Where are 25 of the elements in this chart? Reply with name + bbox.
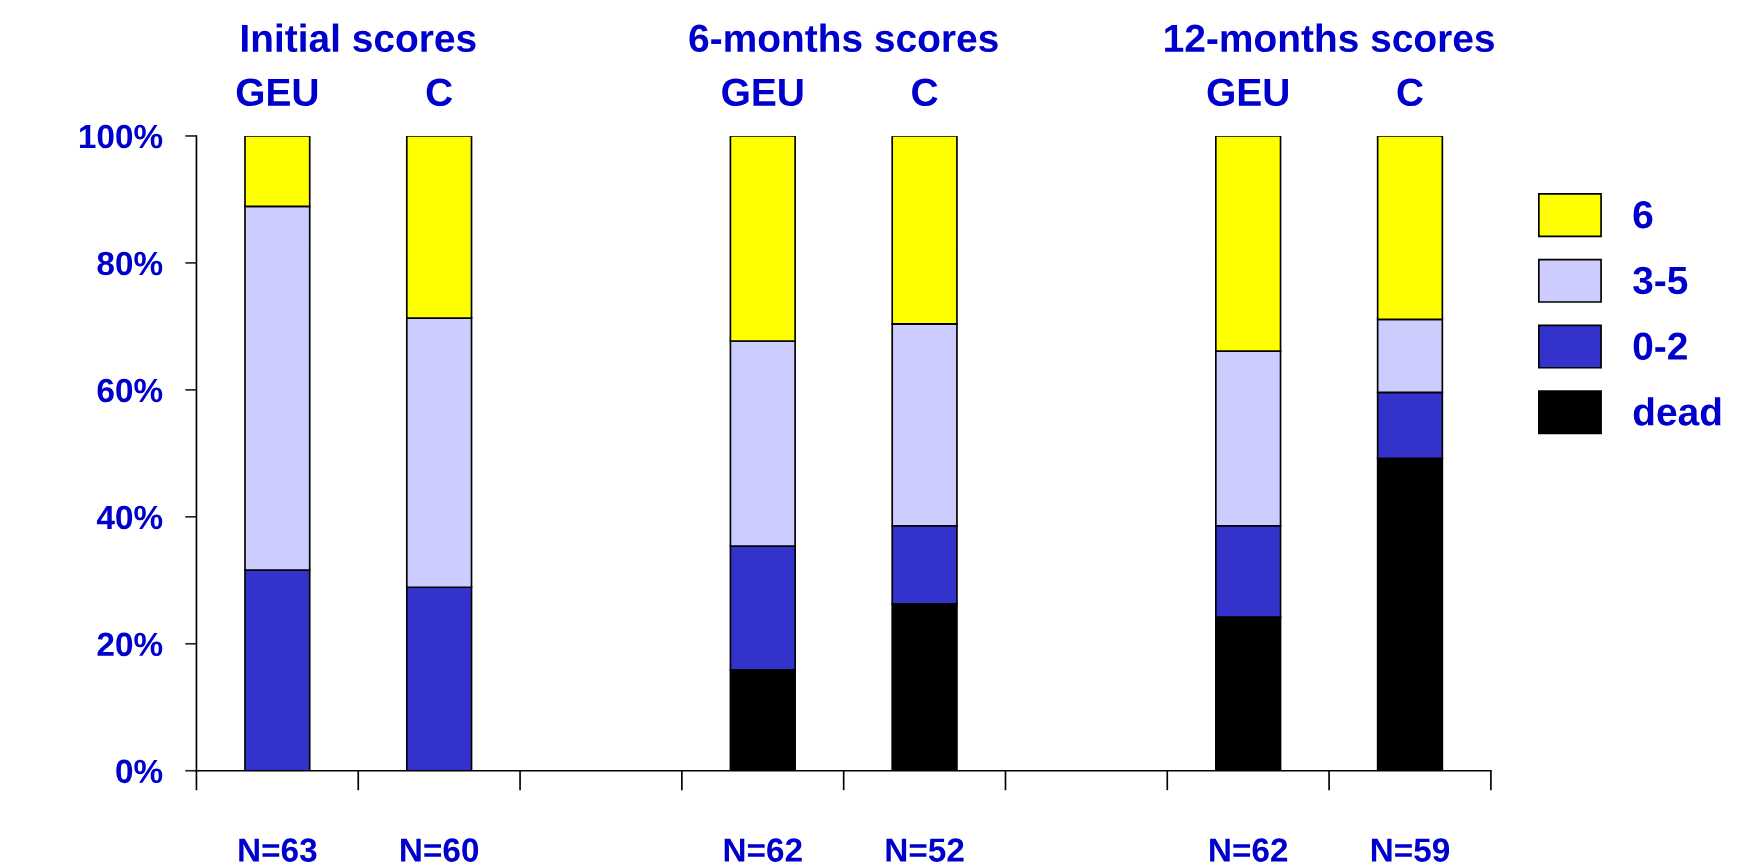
- text: C: [912, 78, 938, 107]
- legend-label: 6: [1633, 200, 1653, 229]
- text: C: [1397, 78, 1423, 107]
- x-tick-label: N=52: [886, 838, 964, 862]
- y-tick-label: 100%: [79, 124, 163, 149]
- legend-label: 0-2: [1633, 332, 1687, 360]
- text: GEU: [1207, 78, 1288, 107]
- legend-label: dead: [1633, 397, 1721, 426]
- x-tick-label: N=63: [239, 838, 317, 862]
- text: Initial scores: [241, 23, 476, 53]
- x-tick-label: N=60: [401, 838, 479, 862]
- text: GEU: [722, 78, 803, 107]
- text: GEU: [236, 78, 318, 107]
- x-tick-label: N=59: [1371, 838, 1450, 862]
- y-tick-label: 80%: [97, 251, 163, 276]
- y-tick-label: 20%: [97, 632, 163, 657]
- text: 6-months scores: [689, 23, 998, 53]
- y-tick-label: 0%: [116, 759, 163, 784]
- legend-label: 3-5: [1633, 266, 1688, 295]
- x-tick-label: N=62: [724, 838, 802, 862]
- text: 12-months scores: [1165, 23, 1494, 53]
- y-tick-label: 60%: [97, 378, 163, 403]
- text: C: [426, 78, 453, 107]
- x-tick-label: N=62: [1210, 838, 1288, 862]
- y-tick-label: 40%: [96, 505, 163, 530]
